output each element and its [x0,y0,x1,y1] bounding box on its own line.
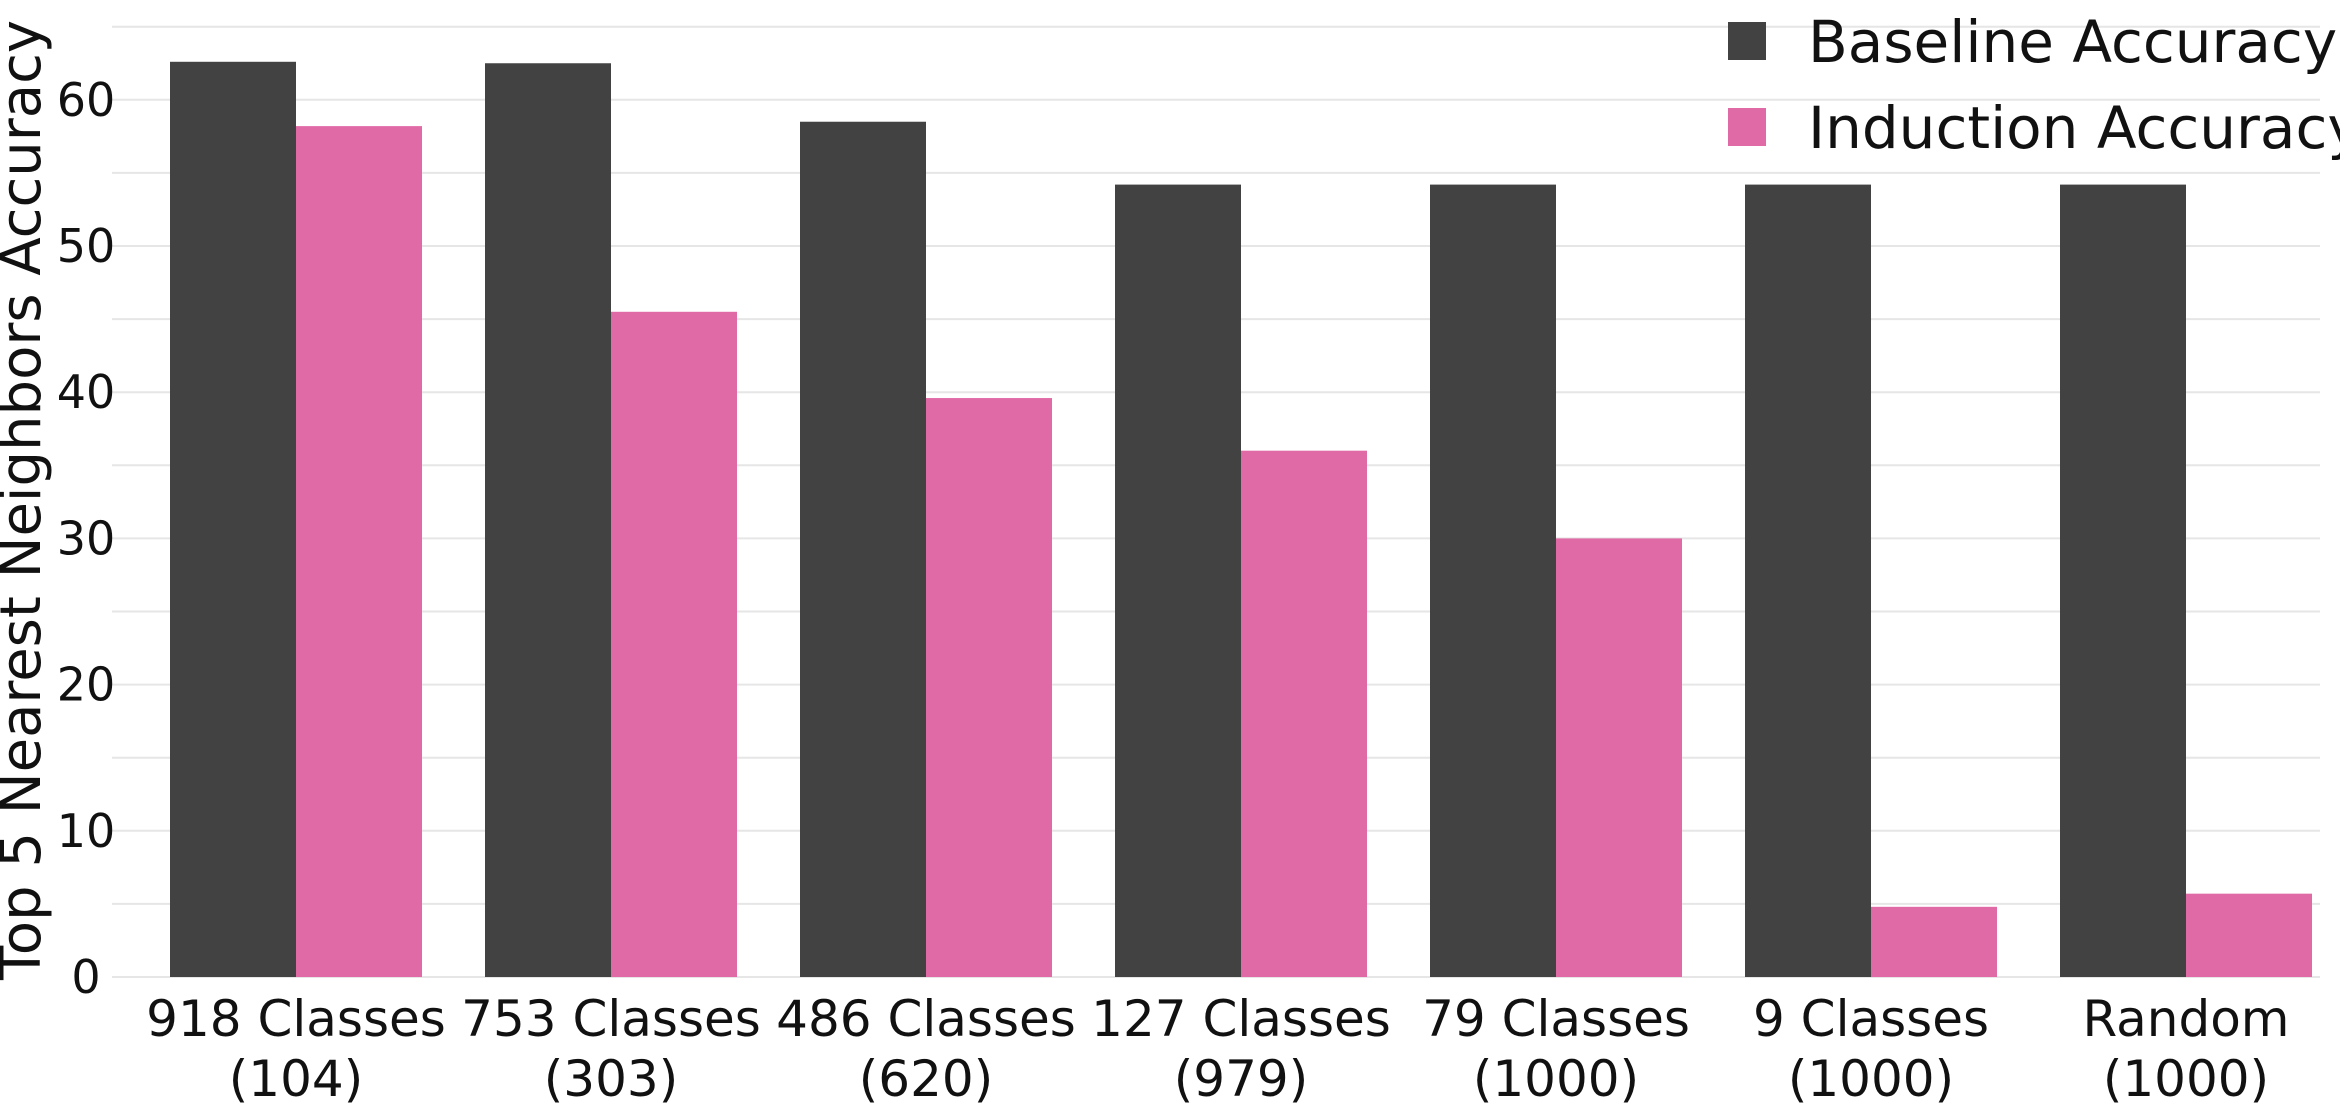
x-axis-ticks: 918 Classes(104) 753 Classes(303) 486 Clas… [146,990,2289,1108]
x-tick-label: 9 Classes [1753,990,1989,1048]
legend-swatch [1728,108,1766,146]
legend-label: Baseline Accuracy [1808,8,2337,76]
bar-induction-accuracy [1871,906,1997,977]
bar-induction-accuracy [2186,893,2312,977]
x-tick-label: 127 Classes [1091,990,1391,1048]
y-tick-label: 40 [57,365,116,419]
x-tick-label: 79 Classes [1422,990,1690,1048]
bar-baseline-accuracy [1745,184,1871,977]
legend-label: Induction Accuracy [1808,94,2340,162]
y-axis-title: Top 5 Nearest Neighbors Accuracy [0,20,54,981]
legend-swatch [1728,22,1766,60]
x-tick-sublabel: (620) [859,1050,993,1108]
bar-baseline-accuracy [170,61,296,977]
bar-baseline-accuracy [2060,184,2186,977]
y-tick-label: 10 [57,804,116,858]
x-tick-sublabel: (104) [229,1050,363,1108]
bar-induction-accuracy [1241,450,1367,977]
y-tick-label: 20 [57,658,116,712]
legend: Baseline Accuracy Induction Accuracy [1728,8,2340,162]
x-tick-sublabel: (1000) [2103,1050,2269,1108]
x-tick-sublabel: (979) [1174,1050,1308,1108]
bar-induction-accuracy [611,311,737,977]
x-tick-label: 486 Classes [776,990,1076,1048]
bar-baseline-accuracy [1430,184,1556,977]
x-tick-label: 753 Classes [461,990,761,1048]
y-tick-label: 30 [57,511,116,565]
x-tick-label: Random [2082,990,2289,1048]
x-tick-sublabel: (303) [544,1050,678,1108]
bar-induction-accuracy [1556,538,1682,977]
bars [170,61,2312,978]
bar-baseline-accuracy [485,63,611,977]
bar-baseline-accuracy [800,121,926,978]
y-tick-label: 0 [71,950,100,1004]
x-tick-sublabel: (1000) [1473,1050,1639,1108]
y-tick-label: 50 [57,219,116,273]
bar-induction-accuracy [926,398,1052,978]
bar-baseline-accuracy [1115,184,1241,977]
y-tick-label: 60 [57,73,116,127]
bar-induction-accuracy [296,126,422,978]
x-tick-sublabel: (1000) [1788,1050,1954,1108]
y-axis-ticks: 0 10 20 30 40 50 60 [57,73,116,1004]
x-tick-label: 918 Classes [146,990,446,1048]
